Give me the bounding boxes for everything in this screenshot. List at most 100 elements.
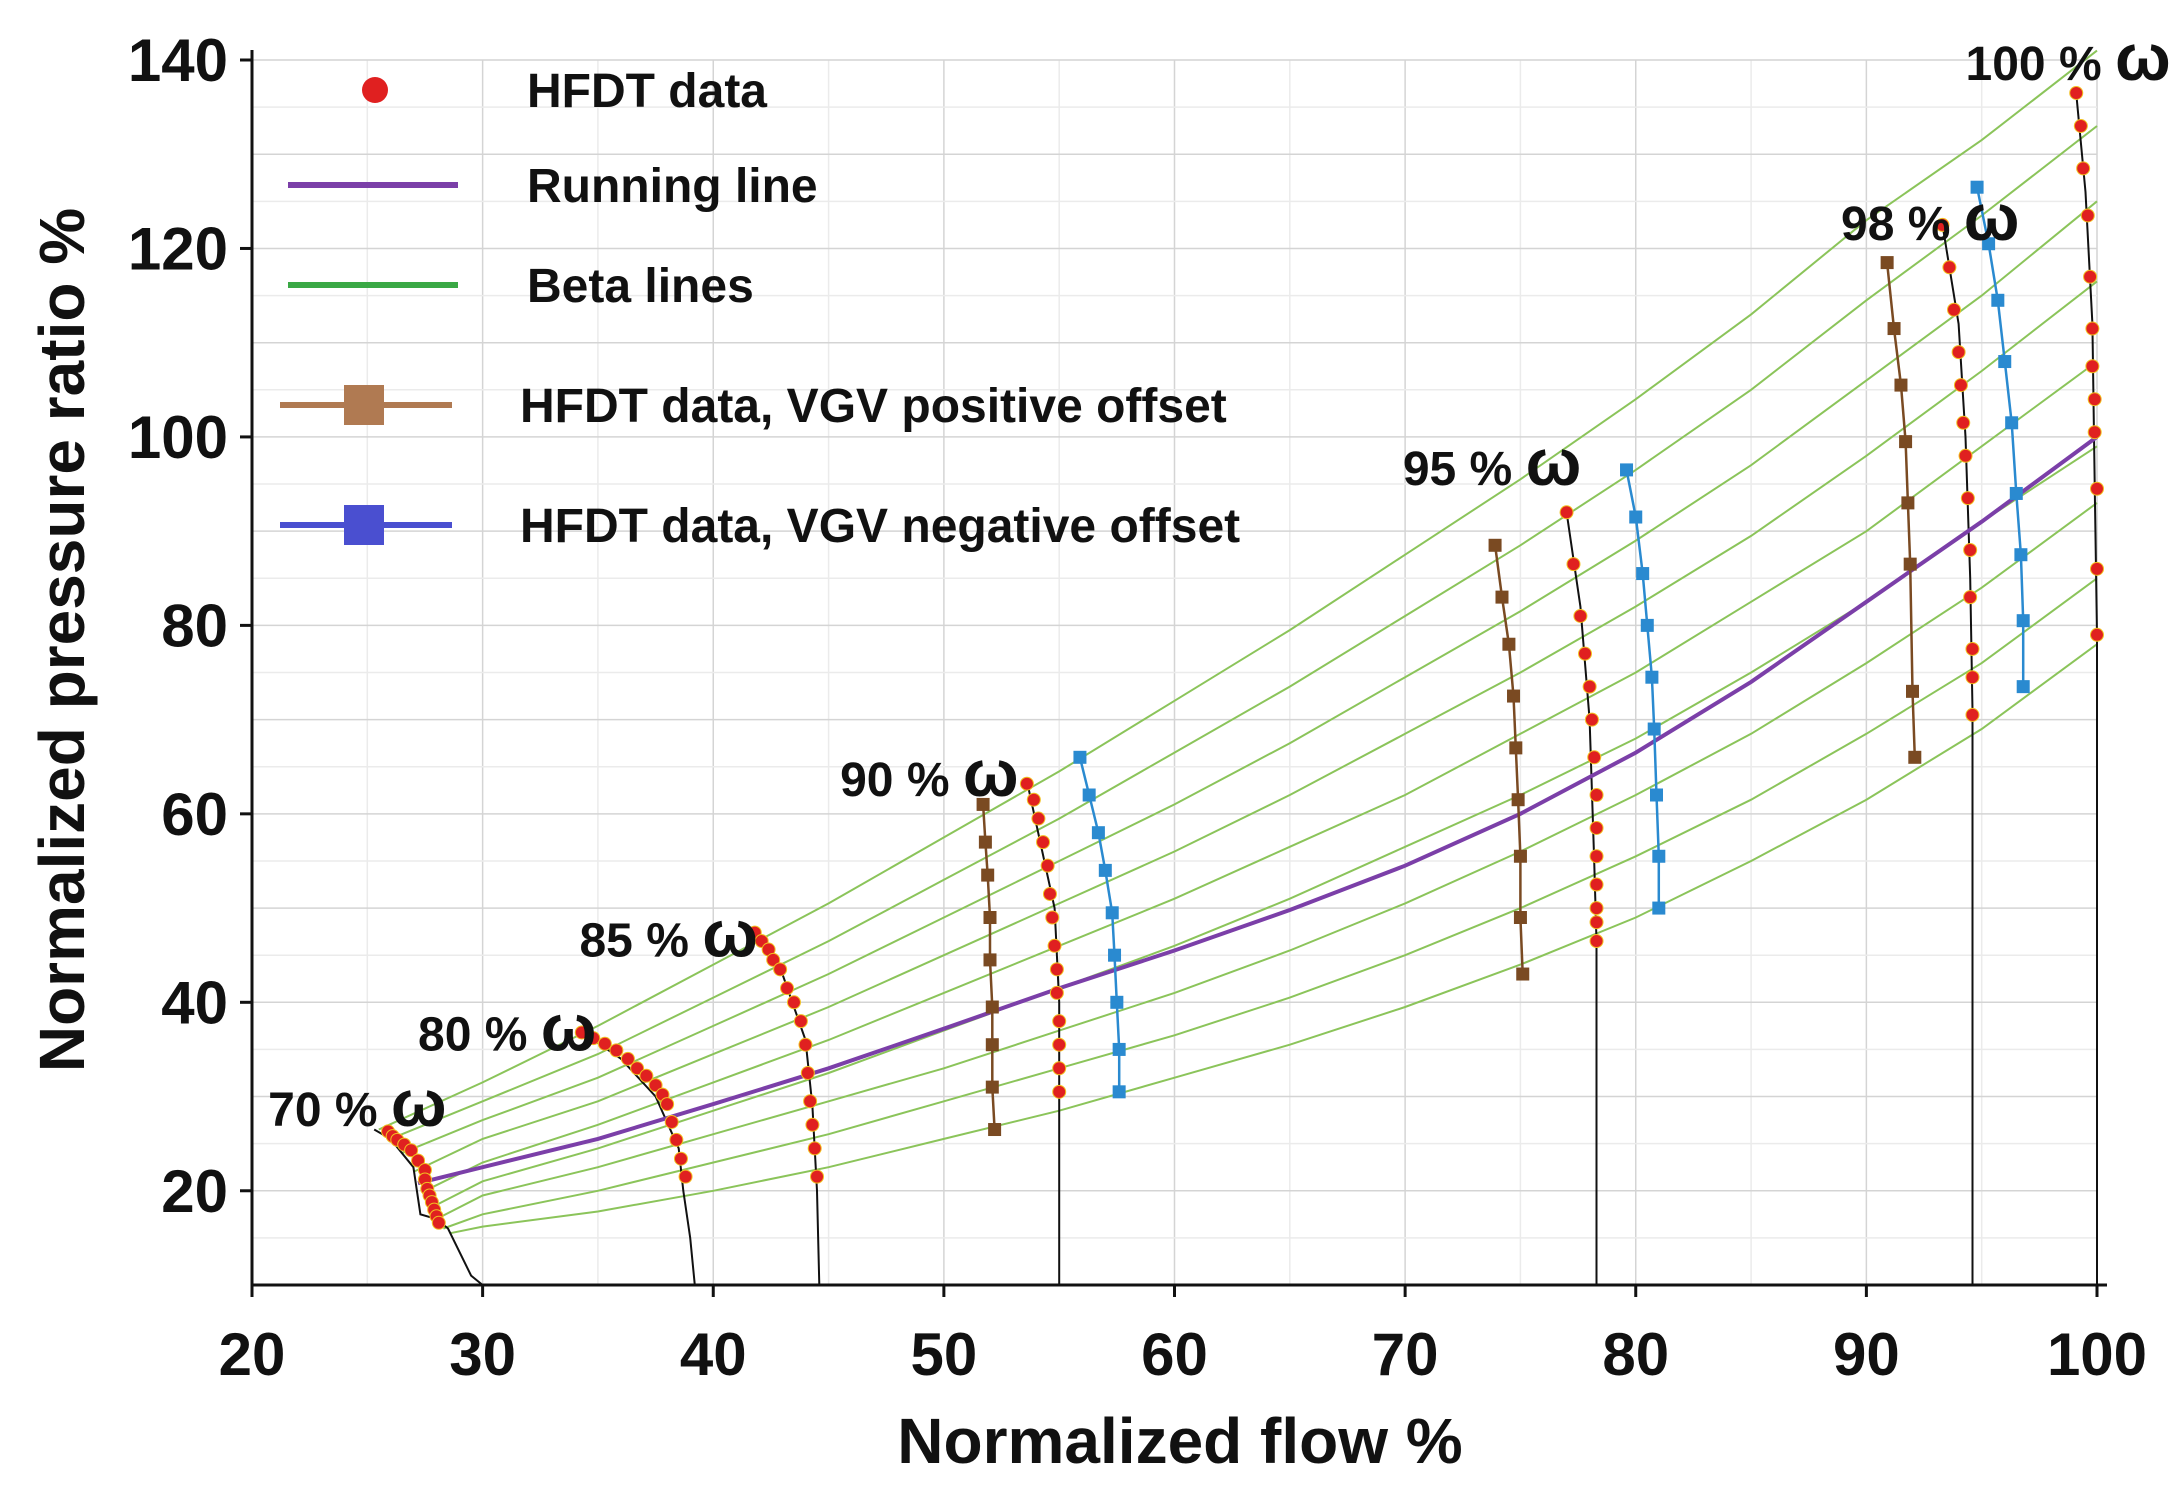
speed-label-omega: ω (391, 1066, 447, 1140)
hfdt-point (1960, 491, 1975, 506)
hfdt-point (669, 1132, 684, 1147)
hfdt-point (786, 995, 801, 1010)
hfdt-point (1589, 849, 1604, 864)
speed-label: 95 % ω (1403, 425, 1582, 499)
y-axis-title: Normalized pressure ratio % (26, 208, 98, 1072)
vgv-positive-point (1903, 557, 1917, 571)
hfdt-point (1942, 260, 1957, 275)
hfdt-point (810, 1169, 825, 1184)
beta-line-7 (436, 502, 2098, 1220)
vgv-negative-point (2009, 486, 2023, 500)
speed-label-percent: 98 % (1841, 198, 1964, 251)
hfdt-point (2090, 481, 2104, 496)
hfdt-point (639, 1068, 654, 1083)
hfdt-point (1958, 448, 1973, 463)
y-tick-label: 80 (161, 592, 228, 659)
vgv-negative-point (1073, 750, 1087, 764)
vgv-negative-point (1991, 293, 2005, 307)
legend-swatch-square (344, 505, 384, 545)
hfdt-point (1965, 707, 1980, 722)
vgv-negative-point (1998, 355, 2012, 369)
vgv-positive-point (978, 835, 992, 849)
beta-line-2 (390, 125, 2098, 1140)
vgv-negative-point (1970, 180, 1984, 194)
hfdt-point (586, 1031, 601, 1046)
speed-label: 98 % ω (1841, 180, 2020, 254)
speed-label-percent: 80 % (418, 1009, 541, 1062)
hfdt-point (1584, 712, 1599, 727)
vgv-negative-point (2016, 614, 2030, 628)
legend: HFDT data Running line Beta lines HFDT data… (280, 65, 1240, 553)
hfdt-point (1953, 378, 1968, 393)
hfdt-point (1589, 877, 1604, 892)
vgv-positive-point (985, 1080, 999, 1094)
hfdt-point (805, 1117, 820, 1132)
hfdt-point (1587, 750, 1602, 765)
vgv-negative-point (1082, 788, 1096, 802)
speed-label-omega: ω (702, 896, 758, 970)
hfdt-point (660, 1097, 675, 1112)
hfdt-point (2090, 561, 2104, 576)
vgv-positive-point (1513, 849, 1527, 863)
vgv-negative-point (1105, 906, 1119, 920)
hfdt-point (1047, 938, 1062, 953)
vgv-positive-point (1908, 750, 1922, 764)
hfdt-point (1559, 505, 1574, 520)
y-tick-label: 100 (128, 404, 228, 471)
hfdt-point (597, 1036, 612, 1051)
vgv-positive-point (1502, 637, 1516, 651)
x-tick-label: 80 (1602, 1321, 1669, 1388)
speed-labels-layer: 70 % ω80 % ω85 % ω90 % ω95 % ω98 % ω100 … (268, 20, 2171, 1140)
hfdt-point (1573, 608, 1588, 623)
beta-line-5 (424, 360, 2098, 1192)
hfdt-point (411, 1153, 426, 1168)
hfdt-point (1566, 557, 1581, 572)
beta-line-8 (443, 577, 2098, 1230)
vgv-negative-point (1982, 237, 1996, 251)
beta-line-1 (378, 49, 2098, 1131)
speed-label-omega: ω (1526, 425, 1582, 499)
legend-swatch-square (344, 385, 384, 425)
hfdt-point (1052, 1014, 1067, 1029)
vgv-positive-point (1880, 256, 1894, 270)
speed-label: 85 % ω (579, 896, 758, 970)
x-tick-label: 20 (219, 1321, 286, 1388)
legend-swatch-dot (362, 77, 388, 103)
hfdt-point (630, 1061, 645, 1076)
vgv-positive-point (988, 1123, 1002, 1137)
vgv-positive-point (981, 868, 995, 882)
hfdt-point (431, 1215, 446, 1230)
hfdt-point (1947, 302, 1962, 317)
hfdt-point (1052, 1037, 1067, 1052)
hfdt-point (1963, 590, 1978, 605)
hfdt-point (1956, 415, 1971, 430)
y-tick-label: 40 (161, 969, 228, 1036)
axes-layer: 20 30 40 50 60 70 80 90 100 20 40 60 80 100 120 140 (128, 27, 2147, 1388)
hfdt-point (2090, 627, 2104, 642)
hfdt-point (1045, 910, 1060, 925)
vgv-positive-point (985, 1038, 999, 1052)
vgv-negative-point (1110, 995, 1124, 1009)
vgv-negative-point (1636, 567, 1650, 581)
hfdt-point (1042, 886, 1057, 901)
speed-label-percent: 100 % (1966, 38, 2115, 91)
vgv-positive-point (1894, 378, 1908, 392)
speed-label-omega: ω (541, 991, 597, 1065)
vgv-positive-line (1885, 262, 1917, 758)
hfdt-point (1589, 788, 1604, 802)
hfdt-point (1589, 915, 1604, 930)
vgv-positive-point (983, 911, 997, 924)
y-tick-label: 120 (128, 215, 228, 282)
hfdt-point (773, 962, 788, 977)
beta-line-4 (412, 280, 2098, 1173)
hfdt-point (1965, 641, 1980, 656)
vgv-positive-point (1488, 538, 1502, 552)
hfdt-point (780, 981, 795, 996)
hfdt-point (673, 1151, 688, 1166)
hfdt-point (1019, 776, 1034, 791)
speed-label: 100 % ω (1966, 20, 2171, 94)
hfdt-point (2069, 85, 2084, 100)
data-markers-layer (381, 85, 2104, 1230)
